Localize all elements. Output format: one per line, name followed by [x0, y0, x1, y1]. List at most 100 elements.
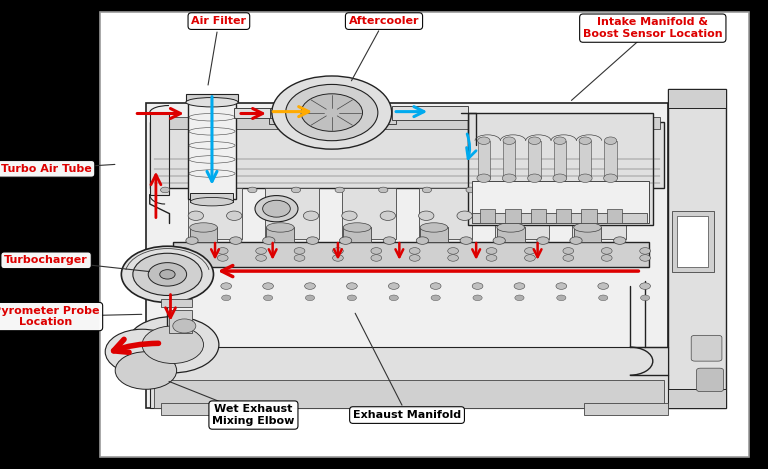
Ellipse shape	[186, 98, 238, 107]
Text: Pyrometer Probe
Location: Pyrometer Probe Location	[0, 306, 99, 327]
Ellipse shape	[190, 223, 217, 232]
Bar	[531, 209, 546, 223]
Bar	[150, 113, 169, 195]
Circle shape	[294, 255, 305, 261]
Bar	[266, 227, 294, 242]
Circle shape	[553, 174, 567, 182]
Bar	[190, 227, 217, 242]
Text: Turbo Air Tube: Turbo Air Tube	[1, 164, 91, 174]
FancyBboxPatch shape	[691, 335, 722, 361]
Circle shape	[416, 237, 429, 244]
Circle shape	[303, 211, 319, 220]
Circle shape	[486, 248, 497, 254]
Circle shape	[554, 137, 566, 144]
Circle shape	[306, 237, 319, 244]
Circle shape	[301, 94, 362, 131]
Circle shape	[227, 211, 242, 220]
Circle shape	[263, 237, 275, 244]
Circle shape	[305, 283, 316, 289]
Bar	[472, 213, 647, 223]
Bar	[269, 113, 396, 124]
Text: Exhaust Manifold: Exhaust Manifold	[353, 410, 461, 420]
Circle shape	[477, 174, 491, 182]
Circle shape	[256, 255, 266, 261]
Circle shape	[371, 255, 382, 261]
Circle shape	[598, 283, 608, 289]
Circle shape	[503, 137, 515, 144]
Circle shape	[380, 211, 396, 220]
Bar	[190, 193, 233, 202]
Circle shape	[179, 283, 190, 289]
Bar	[154, 380, 664, 408]
Circle shape	[528, 174, 541, 182]
Circle shape	[291, 187, 300, 193]
Circle shape	[306, 295, 315, 301]
Circle shape	[460, 237, 472, 244]
Circle shape	[641, 187, 650, 193]
Circle shape	[121, 246, 214, 303]
Bar	[556, 209, 571, 223]
Circle shape	[256, 248, 266, 254]
Circle shape	[525, 255, 535, 261]
Ellipse shape	[190, 197, 233, 206]
Bar	[419, 188, 472, 239]
Bar	[607, 209, 622, 223]
Bar	[236, 108, 305, 118]
Bar	[668, 389, 726, 408]
Circle shape	[495, 211, 511, 220]
Bar	[495, 188, 549, 239]
Bar	[503, 141, 515, 178]
Bar	[574, 227, 601, 242]
FancyBboxPatch shape	[697, 368, 723, 392]
Circle shape	[217, 248, 228, 254]
Circle shape	[525, 248, 535, 254]
Circle shape	[478, 137, 490, 144]
Text: Aftercooler: Aftercooler	[349, 16, 419, 26]
Bar	[188, 101, 236, 199]
Text: Turbocharger: Turbocharger	[4, 255, 88, 265]
Bar	[480, 209, 495, 223]
Circle shape	[557, 295, 566, 301]
Bar	[265, 188, 319, 239]
Circle shape	[265, 211, 280, 220]
Circle shape	[572, 211, 588, 220]
Circle shape	[570, 237, 582, 244]
Bar	[478, 141, 490, 178]
Circle shape	[448, 255, 458, 261]
Bar	[497, 227, 525, 242]
Circle shape	[409, 248, 420, 254]
Circle shape	[186, 237, 198, 244]
Circle shape	[493, 237, 505, 244]
Ellipse shape	[266, 223, 294, 232]
Circle shape	[333, 255, 343, 261]
Bar	[342, 188, 396, 239]
Circle shape	[346, 283, 357, 289]
Circle shape	[339, 237, 352, 244]
Bar	[146, 103, 668, 408]
Circle shape	[263, 295, 273, 301]
Bar	[468, 113, 653, 225]
Circle shape	[601, 248, 612, 254]
Bar	[154, 117, 660, 129]
Circle shape	[614, 237, 626, 244]
Circle shape	[640, 283, 650, 289]
Bar	[554, 141, 566, 178]
Circle shape	[604, 174, 617, 182]
Bar	[672, 211, 714, 272]
Bar	[677, 216, 708, 267]
Circle shape	[641, 295, 650, 301]
Circle shape	[514, 283, 525, 289]
Bar	[188, 188, 242, 239]
Bar	[150, 122, 664, 188]
Circle shape	[502, 174, 516, 182]
Bar	[668, 89, 726, 108]
Bar	[161, 299, 192, 307]
Circle shape	[448, 248, 458, 254]
Circle shape	[115, 352, 177, 389]
Circle shape	[598, 295, 607, 301]
Circle shape	[263, 200, 290, 217]
Circle shape	[419, 211, 434, 220]
Circle shape	[604, 137, 617, 144]
Ellipse shape	[497, 223, 525, 232]
Circle shape	[473, 295, 482, 301]
